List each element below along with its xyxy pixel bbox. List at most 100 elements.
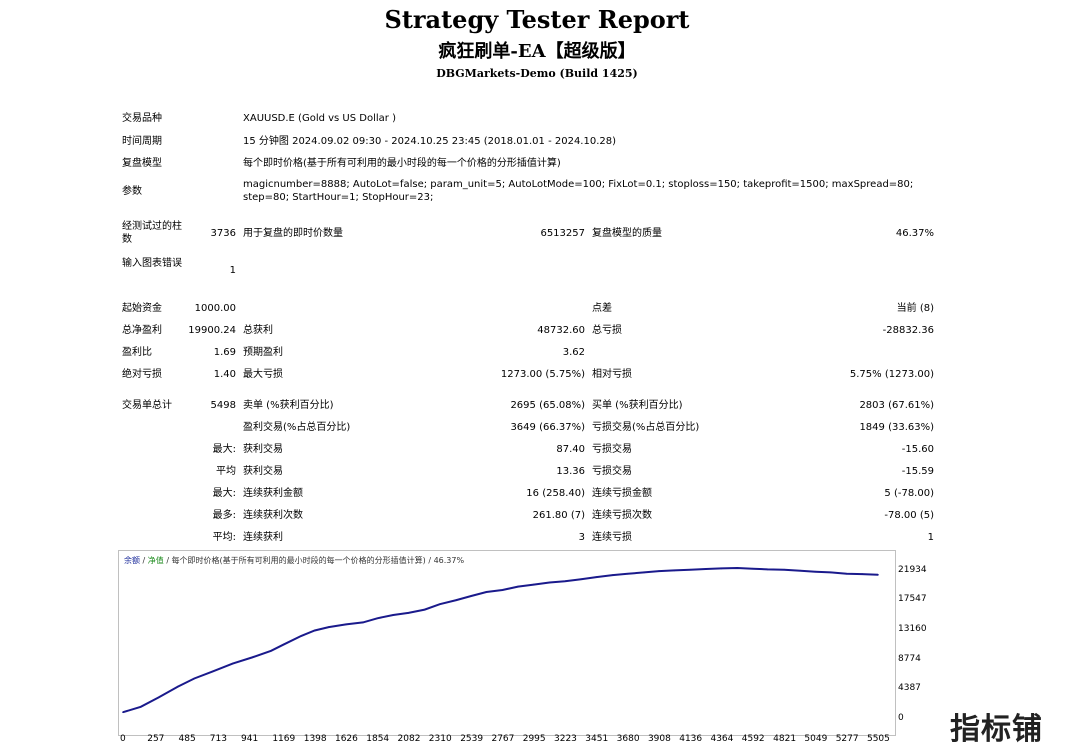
x-tick-label: 2310 [428,734,452,744]
x-tick-label: 5277 [835,734,859,744]
balance-point [861,573,863,575]
balance-point [470,595,473,597]
largest-prefix: 最大: [212,444,236,455]
legend-rest: / 每个即时价格(基于所有可利用的最小时段的每一个价格的分形插值计算) / 46… [163,556,465,565]
params-label: 参数 [122,186,142,197]
ticks-value: 6513257 [540,228,585,239]
balance-point [611,574,614,576]
loss-trades-label: 亏损交易(%占总百分比) [592,422,700,433]
x-tick-label: 5505 [866,734,890,744]
symbol-value: XAUUSD.E (Gold vs US Dollar ) [243,113,396,124]
balance-point [362,621,364,624]
symbol-label: 交易品种 [122,113,162,124]
balance-point [193,677,196,680]
y-tick-label: 4387 [898,683,921,694]
balance-point [643,571,645,574]
balance-point [626,573,629,575]
net-profit-label: 总净盈利 [122,325,162,336]
balance-point [455,599,458,601]
largest-loss-value: -15.60 [901,444,934,455]
max-consec-loss-value: -78.00 (5) [884,510,934,521]
balance-point [231,662,234,665]
watermark: 指标铺 [950,712,1043,747]
x-tick-label: 4364 [710,734,734,744]
net-profit-value: 19900.24 [188,325,236,336]
x-tick-label: 1854 [366,734,390,744]
quality-value: 46.37% [895,228,934,239]
broker-build: DBGMarkets-Demo (Build 1425) [436,67,638,80]
balance-point [595,576,598,578]
balance-point [517,585,519,588]
profit-trades-value: 3649 (66.37%) [510,422,585,433]
balance-chart [118,550,896,736]
y-tick-label: 8774 [898,653,921,664]
x-tick-label: 485 [178,734,196,744]
balance-point [845,573,848,575]
bars-label: 经测试过的柱数 [122,221,182,245]
gross-profit-label: 总获利 [243,325,273,336]
y-tick-label: 0 [898,713,904,723]
balance-point [799,569,802,572]
balance-point [122,711,124,713]
balance-point [157,696,160,699]
legend-equity: 净值 [147,556,164,565]
balance-point [140,706,142,708]
max-consec-prefix: 最大: [212,488,236,499]
rel-drawdown-label: 相对亏损 [592,369,632,380]
balance-point [211,670,213,673]
balance-point [423,608,426,611]
x-tick-label: 2767 [491,734,515,744]
balance-point [532,583,535,586]
balance-point [877,574,879,576]
x-tick-label: 3680 [616,734,640,744]
balance-chart-svg [122,566,879,714]
average-profit-value: 13.36 [556,466,585,477]
abs-drawdown-value: 1.40 [213,369,236,380]
balance-point [376,617,379,620]
rel-drawdown-value: 5.75% (1273.00) [849,369,934,380]
max-consec-losses-label: 连续亏损金额 [592,488,652,499]
model-label: 复盘模型 [122,158,162,169]
avg-consec-losses-value: 1 [927,532,934,543]
average-profit-label: 获利交易 [243,466,283,477]
gross-loss-label: 总亏损 [592,325,622,336]
abs-drawdown-label: 绝对亏损 [122,369,162,380]
balance-point [564,580,566,582]
balance-point [392,614,395,616]
balance-point [673,569,676,572]
balance-point [270,650,272,652]
largest-profit-label: 获利交易 [243,444,283,455]
long-trades-value: 2803 (67.61%) [859,400,934,411]
balance-point [720,567,723,570]
x-tick-label: 257 [147,734,165,744]
params-value: magicnumber=8888; AutoLot=false; param_u… [243,179,914,203]
balance-point [752,567,754,570]
legend-sep: / [140,556,148,565]
expected-payoff-value: 3.62 [562,347,585,358]
gross-profit-value: 48732.60 [537,325,585,336]
average-loss-value: -15.59 [901,466,934,477]
max-consec-loss-label: 连续亏损次数 [592,510,652,521]
balance-point [814,570,817,573]
initial-deposit-label: 起始资金 [122,303,162,314]
max-consec-amt-prefix: 最多: [212,510,236,521]
max-consec-profit-value: 261.80 (7) [532,510,585,521]
x-tick-label: 1169 [272,734,296,744]
balance-point [689,568,691,571]
balance-point [177,685,179,688]
ea-name: 疯狂刷单-EA【超级版】 [438,41,636,62]
balance-point [251,656,253,659]
quality-label: 复盘模型的质量 [592,228,662,239]
balance-point [407,612,410,614]
y-tick-label: 13160 [898,624,927,635]
balance-point [548,581,551,584]
x-tick-label: 2539 [460,734,484,744]
avg-consec-losses-label: 连续亏损 [592,532,632,543]
y-tick-label: 21934 [898,564,927,575]
balance-point [439,603,441,605]
report-title: Strategy Tester Report [384,5,690,34]
short-trades-value: 2695 (65.08%) [510,400,585,411]
balance-point [783,568,785,571]
legend-balance: 余额 [124,556,140,565]
x-tick-label: 3223 [554,734,577,744]
